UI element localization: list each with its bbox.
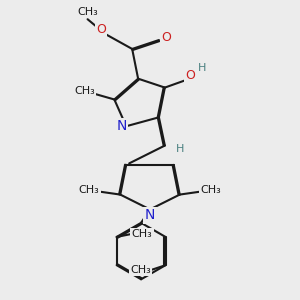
Text: O: O [161, 31, 171, 44]
Text: O: O [96, 23, 106, 36]
Text: N: N [145, 208, 155, 222]
Text: CH₃: CH₃ [201, 185, 221, 195]
Text: CH₃: CH₃ [77, 7, 98, 17]
Text: CH₃: CH₃ [131, 229, 152, 239]
Text: CH₃: CH₃ [79, 185, 99, 195]
Text: CH₃: CH₃ [74, 85, 95, 96]
Text: O: O [185, 69, 195, 82]
Text: H: H [198, 63, 206, 73]
Text: CH₃: CH₃ [130, 265, 151, 275]
Text: N: N [117, 119, 127, 133]
Text: H: H [176, 143, 184, 154]
